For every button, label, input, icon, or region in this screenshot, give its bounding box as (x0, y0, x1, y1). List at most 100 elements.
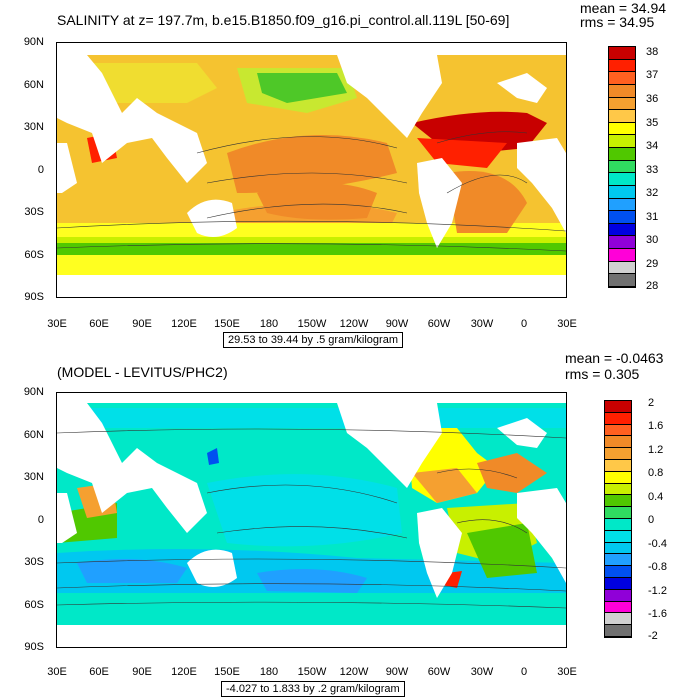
colorbar-swatch (609, 211, 635, 224)
lat-label: 60S (24, 249, 44, 261)
colorbar-swatch (609, 236, 635, 249)
colorbar-label: 38 (646, 46, 659, 58)
land-north-america (337, 55, 442, 138)
contour-lines (57, 428, 566, 609)
lon-label: 90E (132, 318, 152, 330)
colorbar-swatch (605, 566, 631, 578)
mean-value: mean = 34.94 (580, 0, 667, 16)
lat-label: 90S (24, 291, 44, 303)
lon-label: 60W (427, 318, 451, 330)
colorbar-swatch (605, 554, 631, 567)
colorbar-label: 28 (646, 280, 659, 292)
rms-value: rms = 0.305 (565, 366, 640, 382)
map-frame (56, 42, 567, 298)
lon-label: 150W (297, 666, 327, 678)
colorbar-label: 2 (648, 397, 655, 409)
colorbar-swatch (609, 110, 635, 123)
mean-value: mean = -0.0463 (565, 350, 664, 366)
lon-label: 30E (47, 666, 67, 678)
colorbar-swatch (609, 47, 635, 60)
colorbar-swatch (609, 97, 635, 111)
land-eurasia (57, 55, 207, 183)
colorbar-swatch (605, 530, 631, 543)
colorbar-label: -1.2 (648, 585, 667, 597)
lon-label: 30E (557, 318, 577, 330)
lat-label: 0 (37, 164, 44, 176)
diff-extreme (207, 448, 219, 465)
colorbar-swatch (609, 148, 635, 161)
salinity-map (57, 43, 566, 297)
lat-label: 90N (23, 36, 44, 48)
salinity-region (227, 135, 397, 193)
colorbar (604, 400, 632, 638)
colorbar-label: 1.2 (648, 444, 664, 456)
colorbar-swatch (605, 518, 631, 531)
lon-label: 120W (339, 318, 369, 330)
colorbar-swatch (609, 72, 635, 85)
land-antarctica (57, 275, 566, 297)
colorbar-swatch (605, 495, 631, 508)
colorbar-label: 29 (646, 258, 659, 270)
lon-label: 150E (214, 666, 240, 678)
colorbar-label: 0.8 (648, 467, 664, 479)
lon-label: 90W (385, 666, 409, 678)
colorbar-label: 37 (646, 69, 659, 81)
colorbar-swatch (609, 185, 635, 199)
lon-label: 30E (557, 666, 577, 678)
land-south-america (417, 508, 462, 598)
lat-label: 90S (24, 641, 44, 653)
colorbar-swatch (605, 471, 631, 484)
lon-label: 60W (427, 666, 451, 678)
salinity-region (257, 73, 347, 103)
colorbar-swatch (605, 412, 631, 425)
land-europe (497, 418, 547, 448)
colorbar-label: 34 (646, 140, 659, 152)
land-africa (517, 138, 566, 233)
contour-info: 29.53 to 39.44 by .5 gram/kilogram (223, 332, 403, 348)
difference-map (57, 393, 566, 647)
lon-label: 30E (47, 318, 67, 330)
land-arctic (57, 393, 566, 403)
lon-label: 180 (259, 666, 279, 678)
colorbar-swatch (609, 59, 635, 73)
colorbar-swatch (605, 401, 631, 413)
land-eurasia (57, 403, 207, 533)
map-frame (56, 392, 567, 648)
lon-label: 30W (470, 318, 494, 330)
lon-label: 90E (132, 666, 152, 678)
colorbar-label: 35 (646, 117, 659, 129)
land-north-america (337, 403, 442, 488)
colorbar-swatch (609, 122, 635, 136)
diff-region (477, 453, 547, 493)
colorbar-swatch (605, 577, 631, 590)
land-europe (497, 73, 547, 103)
colorbar-swatch (609, 223, 635, 237)
lat-label: 60S (24, 599, 44, 611)
diff-region (257, 569, 367, 593)
lon-label: 150E (214, 318, 240, 330)
colorbar-swatch (605, 589, 631, 602)
colorbar-swatch (609, 173, 635, 186)
lon-label: 150W (297, 318, 327, 330)
diff-region (77, 559, 187, 583)
colorbar-swatch (609, 274, 635, 287)
lon-label: 90W (385, 318, 409, 330)
lon-label: 60E (89, 318, 109, 330)
colorbar-label: -0.8 (648, 561, 667, 573)
colorbar-swatch (605, 424, 631, 437)
lat-label: 30S (24, 556, 44, 568)
colorbar-label: 1.6 (648, 420, 664, 432)
diff-region (467, 523, 537, 578)
colorbar-swatch (609, 135, 635, 148)
colorbar-swatch (605, 459, 631, 472)
lat-label: 0 (37, 514, 44, 526)
lon-label: 180 (259, 318, 279, 330)
lat-label: 90N (23, 386, 44, 398)
colorbar-swatch (605, 436, 631, 449)
colorbar-label: 36 (646, 93, 659, 105)
colorbar-swatch (605, 542, 631, 555)
lon-label: 30W (470, 666, 494, 678)
colorbar-label: -2 (648, 630, 658, 642)
colorbar-label: 30 (646, 234, 659, 246)
lat-label: 30N (23, 121, 44, 133)
